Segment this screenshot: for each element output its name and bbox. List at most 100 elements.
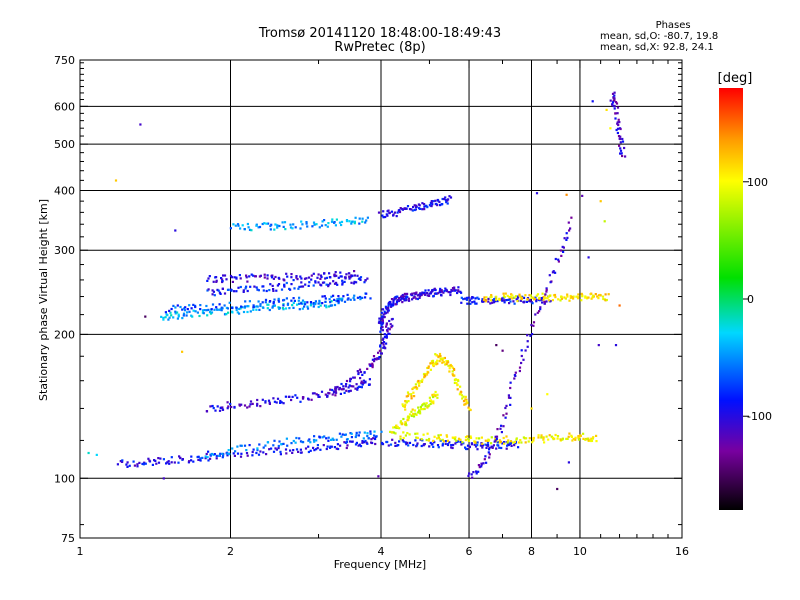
data-point bbox=[440, 290, 444, 293]
data-point bbox=[303, 301, 306, 304]
data-point bbox=[246, 406, 249, 409]
data-point bbox=[387, 209, 390, 212]
data-point bbox=[579, 434, 582, 437]
data-point bbox=[364, 296, 367, 299]
data-point bbox=[359, 445, 363, 448]
data-point bbox=[285, 437, 288, 440]
data-point bbox=[401, 301, 404, 304]
data-point bbox=[454, 442, 457, 445]
data-point bbox=[427, 366, 430, 369]
data-point bbox=[327, 283, 330, 286]
data-point bbox=[619, 152, 622, 155]
data-point bbox=[441, 361, 444, 364]
data-point bbox=[221, 278, 224, 281]
data-point bbox=[381, 319, 384, 322]
data-point bbox=[348, 275, 351, 278]
data-point bbox=[469, 435, 472, 438]
data-point bbox=[398, 427, 401, 430]
data-point bbox=[561, 245, 564, 248]
data-point bbox=[386, 311, 389, 314]
data-point bbox=[219, 308, 222, 311]
data-point bbox=[288, 307, 291, 310]
data-point bbox=[240, 444, 243, 447]
data-point bbox=[351, 440, 354, 443]
data-point bbox=[424, 374, 427, 377]
data-point bbox=[215, 276, 218, 279]
data-point bbox=[440, 289, 443, 292]
data-point bbox=[542, 438, 545, 441]
data-point bbox=[277, 297, 280, 300]
data-point bbox=[385, 325, 388, 328]
data-point bbox=[211, 404, 214, 408]
data-point bbox=[394, 432, 397, 435]
data-point bbox=[290, 283, 293, 286]
data-point bbox=[613, 97, 616, 100]
data-point bbox=[307, 398, 310, 401]
data-point bbox=[364, 279, 367, 282]
data-point bbox=[387, 327, 390, 330]
data-point bbox=[329, 446, 332, 449]
data-point bbox=[366, 432, 369, 435]
data-point bbox=[469, 436, 473, 439]
data-point bbox=[415, 444, 419, 447]
data-point bbox=[415, 297, 418, 300]
data-point bbox=[359, 295, 362, 299]
data-point bbox=[463, 403, 466, 406]
data-point bbox=[314, 280, 317, 283]
data-point bbox=[372, 355, 376, 358]
data-point bbox=[575, 295, 578, 298]
data-point bbox=[303, 305, 306, 308]
data-point bbox=[494, 437, 497, 440]
data-point bbox=[557, 298, 560, 301]
data-point bbox=[205, 309, 208, 312]
data-point bbox=[483, 458, 486, 461]
data-point bbox=[369, 432, 372, 435]
data-point bbox=[294, 226, 297, 229]
data-point bbox=[551, 299, 554, 302]
data-point bbox=[261, 301, 264, 304]
data-point bbox=[357, 371, 360, 374]
data-point bbox=[172, 316, 175, 319]
data-point bbox=[282, 225, 285, 228]
data-point bbox=[345, 389, 348, 392]
data-point bbox=[515, 298, 518, 301]
data-point bbox=[590, 439, 594, 442]
data-point bbox=[563, 296, 566, 299]
data-point bbox=[452, 443, 455, 447]
data-point bbox=[330, 220, 334, 223]
y-tick-label: 300 bbox=[54, 244, 75, 257]
data-point bbox=[233, 276, 236, 279]
data-point bbox=[431, 393, 434, 396]
data-point bbox=[426, 294, 429, 297]
data-point bbox=[213, 294, 216, 297]
data-point bbox=[490, 442, 493, 445]
data-point bbox=[243, 404, 247, 407]
data-point bbox=[401, 403, 404, 406]
data-point bbox=[544, 293, 547, 296]
data-point bbox=[402, 431, 405, 434]
data-point bbox=[285, 452, 288, 455]
data-point bbox=[482, 298, 486, 301]
data-point bbox=[457, 286, 460, 289]
data-point bbox=[412, 205, 415, 209]
data-point bbox=[509, 396, 512, 399]
data-point bbox=[563, 237, 566, 240]
data-point bbox=[300, 220, 303, 223]
data-point bbox=[492, 444, 495, 447]
data-point bbox=[618, 304, 621, 307]
data-point bbox=[412, 391, 415, 394]
data-point bbox=[586, 437, 589, 440]
data-point bbox=[226, 454, 229, 457]
data-point bbox=[221, 452, 224, 455]
data-point bbox=[346, 293, 349, 296]
data-point bbox=[244, 287, 247, 290]
data-point bbox=[506, 444, 509, 447]
data-point bbox=[294, 441, 297, 444]
data-point bbox=[467, 406, 470, 409]
data-point bbox=[495, 447, 498, 450]
data-point bbox=[618, 144, 621, 147]
data-point bbox=[513, 296, 516, 299]
data-point bbox=[405, 443, 408, 446]
data-point bbox=[435, 354, 438, 357]
data-point bbox=[285, 272, 288, 275]
